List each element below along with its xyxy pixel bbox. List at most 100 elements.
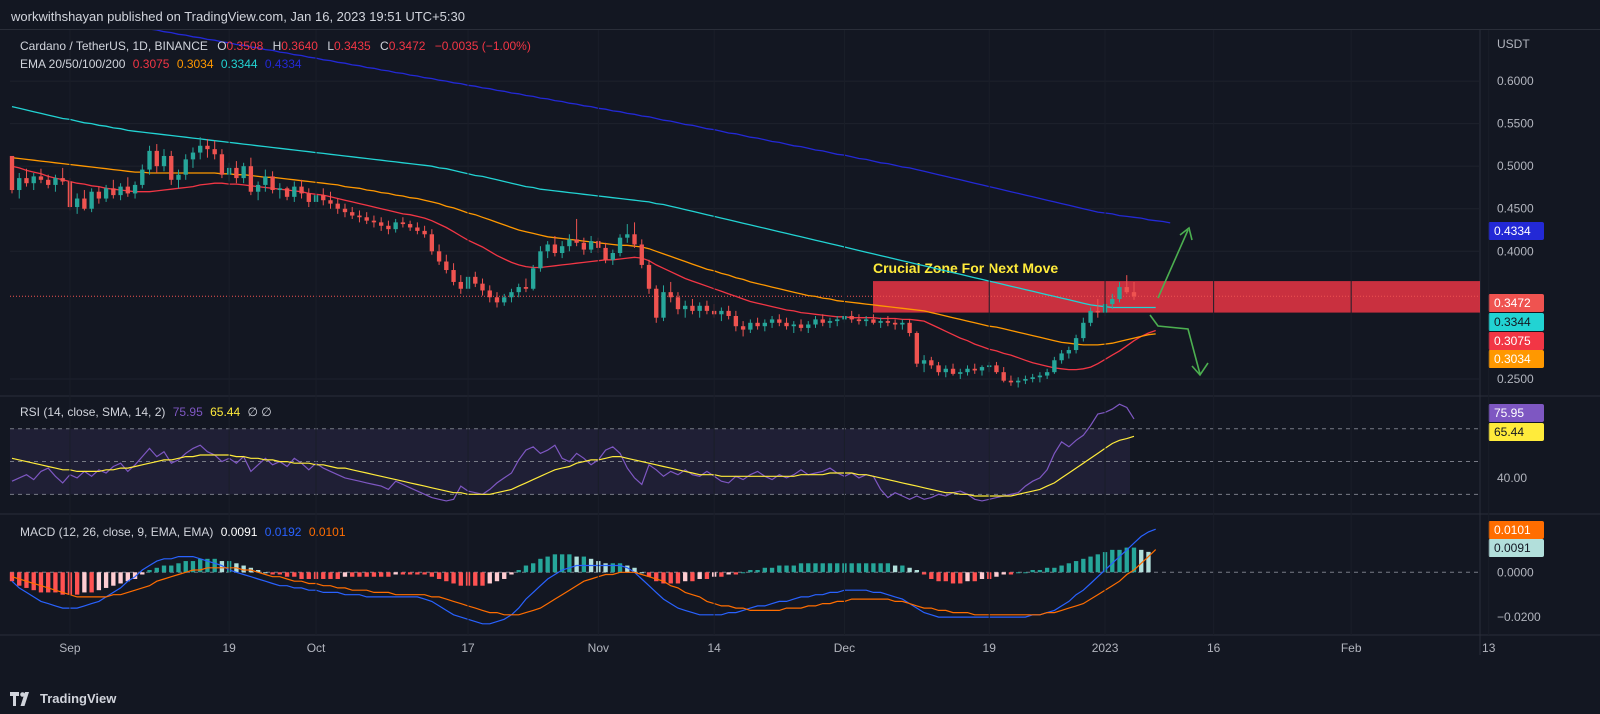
low-value: 0.3435 xyxy=(334,39,371,53)
candle-body xyxy=(234,167,239,179)
candle-body xyxy=(639,244,644,265)
macd-histogram-bar xyxy=(921,572,927,575)
macd-histogram-bar xyxy=(24,572,29,588)
macd-histogram-bar xyxy=(972,572,977,582)
macd-histogram-bar xyxy=(241,565,246,573)
macd-histogram-bar xyxy=(574,556,579,573)
candle-body xyxy=(740,326,746,330)
macd-histogram-bar xyxy=(936,572,941,582)
macd-histogram-bar xyxy=(958,572,963,584)
macd-histogram-bar xyxy=(914,570,920,573)
symbol-label[interactable]: Cardano / TetherUS, 1D, BINANCE xyxy=(20,39,208,53)
candle-body xyxy=(357,215,362,218)
macd-histogram-bar xyxy=(422,572,427,575)
macd-histogram-bar xyxy=(487,572,492,584)
ema-label[interactable]: EMA 20/50/100/200 xyxy=(20,57,126,71)
candle-body xyxy=(907,322,912,334)
down-arrow-head xyxy=(1191,362,1209,377)
rsi-label[interactable]: RSI (14, close, SMA, 14, 2) xyxy=(20,405,166,419)
candle-body xyxy=(523,287,529,289)
candle-body xyxy=(53,178,58,185)
macd-axis-label-bg xyxy=(1488,539,1544,557)
candle-body xyxy=(248,166,254,192)
macd-histogram-bar xyxy=(371,572,377,577)
candle-body xyxy=(1037,375,1043,378)
close-value: 0.3472 xyxy=(388,39,426,53)
trading-chart[interactable]: 0.6000 0.5500 0.5000 0.4500 0.4000 0.2500 USDT… xyxy=(0,30,1600,685)
macd-histogram-bar xyxy=(400,572,406,575)
macd-histogram-bar xyxy=(183,561,188,573)
price-axis-label-bg xyxy=(1488,332,1544,350)
macd-histogram-bar xyxy=(740,572,746,574)
macd-histogram-bar xyxy=(1030,570,1035,573)
macd-histogram-bar xyxy=(60,572,65,595)
candle-body xyxy=(321,195,326,201)
candle-body xyxy=(697,305,702,311)
macd-histogram-bar xyxy=(169,565,174,573)
macd-axis-label: 0.0091 xyxy=(1494,541,1531,555)
macd-histogram-bar xyxy=(784,565,789,573)
time-tick-label: 13 xyxy=(1482,641,1496,655)
candle-body xyxy=(863,319,869,322)
candle-body xyxy=(769,319,775,323)
candle-body xyxy=(154,150,159,167)
macd-histogram-bar xyxy=(415,572,420,575)
macd-histogram-bar xyxy=(885,563,891,573)
macd-histogram-bar xyxy=(654,572,659,582)
macd-histogram-bar xyxy=(871,563,876,573)
candle-body xyxy=(806,324,811,328)
candle-body xyxy=(118,186,123,196)
candle-body xyxy=(1081,322,1086,339)
macd-histogram-bar xyxy=(74,572,80,595)
macd-histogram-bar xyxy=(502,572,507,579)
rsi_sma-line xyxy=(11,435,1135,497)
macd-histogram-bar xyxy=(1001,572,1006,575)
macd-histogram-bar xyxy=(777,565,782,573)
candle-body xyxy=(1044,372,1050,376)
macd-histogram-bar xyxy=(733,572,739,575)
open-value: 0.3508 xyxy=(226,39,264,53)
rsi-axis-label-bg xyxy=(1488,404,1544,422)
macd-histogram-bar xyxy=(1023,572,1028,574)
candle-body xyxy=(654,288,659,318)
macd-histogram-bar xyxy=(118,572,123,584)
candle-body xyxy=(748,322,753,330)
macd-legend: MACD (12, 26, close, 9, EMA, EMA) 0.0091… xyxy=(20,525,346,539)
candle-body xyxy=(436,251,442,262)
tradingview-logo[interactable]: TradingView xyxy=(10,691,116,706)
macd-histogram-bar xyxy=(704,572,710,579)
macd-histogram-bar xyxy=(791,565,796,573)
candle-body xyxy=(17,178,22,191)
macd-axis-label-bg xyxy=(1488,521,1544,539)
macd-histogram-bar xyxy=(1044,567,1050,573)
macd-histogram-bar xyxy=(1052,567,1057,573)
macd-histogram-bar xyxy=(1016,572,1021,574)
macd-histogram-bar xyxy=(900,565,905,573)
candle-body xyxy=(914,333,920,364)
macd-histogram-bar xyxy=(675,572,681,584)
macd-histogram-bar xyxy=(480,572,485,586)
ema20-line xyxy=(11,165,1156,371)
price-legend: Cardano / TetherUS, 1D, BINANCE O0.3508 … xyxy=(20,39,531,53)
macd-histogram-bar xyxy=(820,563,825,573)
candle-body xyxy=(1124,287,1129,293)
macd-histogram-bar xyxy=(473,572,478,586)
macd-label[interactable]: MACD (12, 26, close, 9, EMA, EMA) xyxy=(20,525,214,539)
candle-body xyxy=(827,321,833,323)
candle-body xyxy=(103,188,109,199)
candle-body xyxy=(856,319,862,322)
price-axis-label-bg xyxy=(1488,222,1544,240)
candle-body xyxy=(205,145,210,150)
candle-body xyxy=(921,360,927,364)
candle-body xyxy=(46,179,51,185)
candle-body xyxy=(1052,360,1057,373)
candle-body xyxy=(603,247,608,260)
down-arrow-line xyxy=(1149,314,1201,375)
open-label: O xyxy=(217,39,227,53)
candle-body xyxy=(1131,292,1137,297)
macd-histogram-bar xyxy=(523,565,529,573)
candle-body xyxy=(270,176,275,191)
time-tick-label: 2023 xyxy=(1092,641,1119,655)
macd-histogram-bar xyxy=(1124,547,1129,573)
candle-body xyxy=(422,230,427,235)
